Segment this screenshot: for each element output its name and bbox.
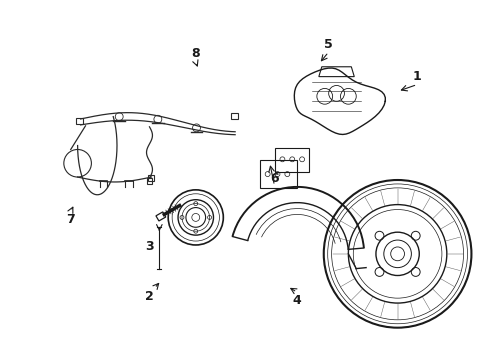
Text: 8: 8	[191, 48, 200, 60]
Text: 2: 2	[145, 290, 154, 303]
Text: 6: 6	[270, 171, 278, 185]
Text: 3: 3	[145, 240, 154, 253]
Text: 1: 1	[412, 70, 421, 83]
Text: 7: 7	[66, 213, 75, 226]
Text: 4: 4	[292, 294, 301, 307]
Text: 5: 5	[324, 38, 332, 51]
